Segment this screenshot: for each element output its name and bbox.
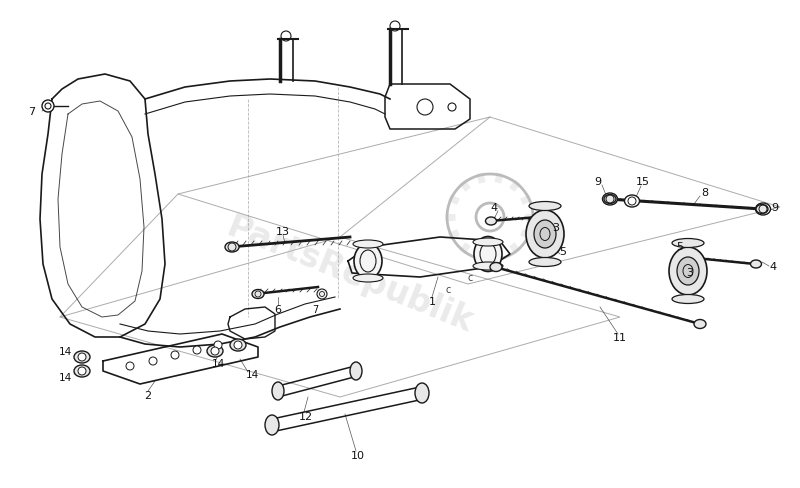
Ellipse shape bbox=[473, 239, 503, 246]
Ellipse shape bbox=[750, 261, 762, 268]
Ellipse shape bbox=[602, 194, 618, 205]
Ellipse shape bbox=[74, 351, 90, 363]
Text: 9: 9 bbox=[771, 203, 778, 213]
Ellipse shape bbox=[529, 202, 561, 211]
Ellipse shape bbox=[529, 258, 561, 267]
Ellipse shape bbox=[756, 205, 768, 214]
Ellipse shape bbox=[490, 263, 502, 272]
Text: 9: 9 bbox=[594, 177, 602, 186]
Ellipse shape bbox=[625, 196, 639, 207]
Text: 5: 5 bbox=[677, 242, 683, 251]
Circle shape bbox=[149, 357, 157, 365]
Ellipse shape bbox=[230, 339, 246, 351]
Text: 14: 14 bbox=[58, 346, 72, 356]
Ellipse shape bbox=[350, 362, 362, 380]
Ellipse shape bbox=[672, 239, 704, 248]
Text: 8: 8 bbox=[702, 187, 709, 198]
Text: 5: 5 bbox=[559, 246, 566, 257]
Ellipse shape bbox=[354, 244, 382, 279]
Text: 13: 13 bbox=[276, 226, 290, 237]
Circle shape bbox=[171, 351, 179, 359]
Circle shape bbox=[78, 367, 86, 375]
Text: c: c bbox=[446, 285, 450, 294]
Circle shape bbox=[234, 341, 242, 349]
Ellipse shape bbox=[353, 241, 383, 248]
Text: 15: 15 bbox=[636, 177, 650, 186]
Ellipse shape bbox=[474, 237, 502, 272]
Circle shape bbox=[214, 341, 222, 349]
Ellipse shape bbox=[265, 415, 279, 435]
Ellipse shape bbox=[473, 263, 503, 270]
Circle shape bbox=[193, 346, 201, 354]
Circle shape bbox=[317, 289, 327, 299]
Text: 2: 2 bbox=[145, 390, 151, 400]
Ellipse shape bbox=[534, 221, 556, 248]
Circle shape bbox=[126, 362, 134, 370]
Text: 14: 14 bbox=[58, 372, 72, 382]
Ellipse shape bbox=[486, 218, 497, 225]
Text: 11: 11 bbox=[613, 332, 627, 342]
Text: 4: 4 bbox=[770, 262, 777, 271]
Text: 14: 14 bbox=[246, 369, 258, 379]
Ellipse shape bbox=[672, 295, 704, 304]
Ellipse shape bbox=[207, 346, 223, 357]
Text: 14: 14 bbox=[211, 358, 225, 368]
Text: 4: 4 bbox=[490, 203, 498, 213]
Ellipse shape bbox=[677, 258, 699, 285]
Text: 3: 3 bbox=[686, 267, 694, 278]
Text: 12: 12 bbox=[299, 411, 313, 421]
Ellipse shape bbox=[669, 247, 707, 295]
Ellipse shape bbox=[604, 195, 616, 204]
Ellipse shape bbox=[353, 274, 383, 283]
Text: 7: 7 bbox=[29, 107, 35, 117]
Ellipse shape bbox=[694, 320, 706, 329]
Circle shape bbox=[78, 353, 86, 361]
Text: 6: 6 bbox=[274, 305, 282, 314]
Text: 3: 3 bbox=[553, 223, 559, 232]
Text: 10: 10 bbox=[351, 450, 365, 460]
Text: 1: 1 bbox=[429, 296, 435, 306]
Ellipse shape bbox=[415, 383, 429, 403]
Ellipse shape bbox=[225, 243, 239, 252]
Ellipse shape bbox=[74, 365, 90, 377]
Circle shape bbox=[211, 347, 219, 355]
Ellipse shape bbox=[526, 210, 564, 259]
Ellipse shape bbox=[252, 290, 264, 299]
Text: c: c bbox=[467, 272, 473, 283]
Text: PartsRepublik: PartsRepublik bbox=[222, 210, 478, 339]
Ellipse shape bbox=[755, 203, 770, 216]
Circle shape bbox=[42, 101, 54, 113]
Text: 7: 7 bbox=[312, 305, 318, 314]
Ellipse shape bbox=[272, 382, 284, 400]
